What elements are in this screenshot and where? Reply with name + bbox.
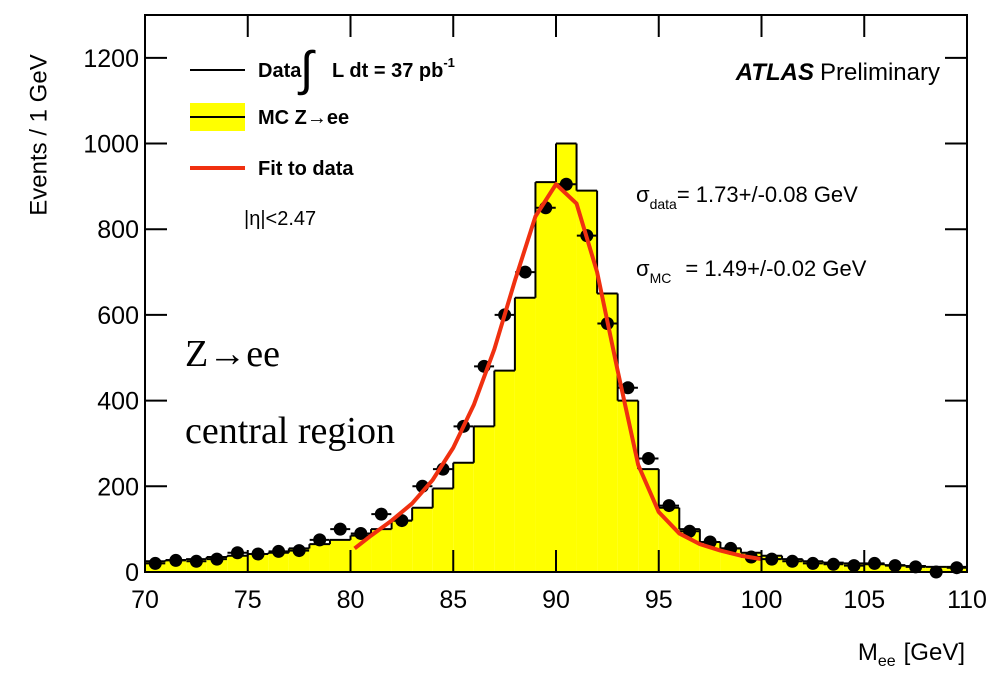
legend: Data ∫ L dt = 37 pb-1 MC Z→ee Fit to dat… <box>190 43 455 230</box>
data-point <box>559 177 573 191</box>
x-tick-label: 100 <box>741 586 783 614</box>
y-tick-label: 600 <box>97 302 139 330</box>
region-label: central region <box>185 410 395 452</box>
x-axis-title: Mee [GeV] <box>858 639 965 670</box>
preliminary: Preliminary <box>820 59 940 86</box>
y-tick-label: 0 <box>125 559 139 587</box>
data-point <box>354 526 368 540</box>
histogram-bar <box>576 190 598 572</box>
y-axis-title: Events / 1 GeV <box>25 54 52 215</box>
legend-label: Data <box>258 60 302 82</box>
histogram-bar <box>473 426 495 572</box>
histogram-bar <box>309 544 330 572</box>
histogram-bar <box>432 488 454 572</box>
sigma-symbol: σ <box>636 256 650 281</box>
histogram-bar <box>247 554 269 572</box>
sigma-sub: data <box>650 196 677 212</box>
experiment-label: ATLAS Preliminary <box>735 59 940 86</box>
data-point <box>909 560 923 574</box>
eta-cut: |η|<2.47 <box>244 208 316 230</box>
data-point <box>374 507 388 521</box>
sigma-mc: σMC = 1.49+/-0.02 GeV <box>636 256 867 286</box>
histogram-bar <box>597 293 618 572</box>
data-point <box>621 381 635 395</box>
sigma-sub: MC <box>650 270 672 286</box>
x-tick-label: 80 <box>337 586 365 614</box>
lumi-text: L dt = 37 pb <box>332 60 443 82</box>
data-point <box>230 546 244 560</box>
histogram-bar <box>391 520 413 572</box>
histogram-bar <box>350 535 372 572</box>
histogram-bar <box>556 143 577 573</box>
data-point <box>251 547 265 561</box>
data-point <box>950 561 964 575</box>
sigma-symbol: σ <box>636 182 650 207</box>
x-tick-label: 110 <box>947 586 987 614</box>
data-point <box>868 556 882 570</box>
data-point <box>395 514 409 528</box>
sigma-value: = 1.49+/-0.02 GeV <box>685 256 866 281</box>
legend-label: MC Z→ee <box>258 107 349 129</box>
histogram-bar <box>453 462 474 572</box>
y-tick-label: 1200 <box>83 45 139 73</box>
data-point <box>313 533 327 547</box>
x-tick-label: 95 <box>645 586 673 614</box>
x-title-main: M <box>858 639 878 666</box>
data-point <box>292 544 306 558</box>
x-tick-label: 70 <box>131 586 159 614</box>
histogram-bar <box>329 539 351 572</box>
x-tick-label: 75 <box>234 586 262 614</box>
data-point <box>641 451 655 465</box>
x-title-unit: [GeV] <box>904 639 965 666</box>
histogram-bar <box>371 529 392 572</box>
data-point <box>518 265 532 279</box>
y-tick-label: 1000 <box>83 131 139 159</box>
y-tick-label: 200 <box>97 473 139 501</box>
x-tick-label: 105 <box>843 586 885 614</box>
channel-label: Z→ee <box>185 333 280 375</box>
data-point <box>189 554 203 568</box>
luminosity: L dt = 37 pb-1 <box>332 55 455 82</box>
histogram-bar <box>227 555 248 572</box>
x-title-sub: ee <box>878 653 896 670</box>
data-point <box>806 556 820 570</box>
data-point <box>847 559 861 573</box>
data-point <box>662 499 676 513</box>
data-point <box>169 553 183 567</box>
histogram-bar <box>514 297 536 572</box>
x-tick-label: 85 <box>439 586 467 614</box>
data-point <box>333 522 347 536</box>
data-point <box>765 552 779 566</box>
histogram-bar <box>535 182 556 572</box>
legend-label: Fit to data <box>258 158 354 180</box>
integral-sign: ∫ <box>297 43 316 96</box>
x-tick-label: 90 <box>542 586 570 614</box>
sigma-value: = 1.73+/-0.08 GeV <box>677 182 858 207</box>
lumi-sup: -1 <box>443 55 455 70</box>
data-point <box>272 544 286 558</box>
sigma-data: σdata= 1.73+/-0.08 GeV <box>636 182 858 212</box>
histogram-bar <box>658 507 680 572</box>
data-point <box>785 554 799 568</box>
histogram-bar <box>412 507 433 572</box>
y-tick-label: 400 <box>97 388 139 416</box>
histogram-bar <box>494 370 515 572</box>
fit-curve <box>353 182 762 562</box>
data-point <box>148 556 162 570</box>
data-point <box>210 552 224 566</box>
data-point <box>683 524 697 538</box>
y-tick-label: 800 <box>97 216 139 244</box>
data-point <box>888 559 902 573</box>
atlas: ATLAS <box>735 59 814 86</box>
data-point <box>826 557 840 571</box>
histogram-bar <box>638 469 659 572</box>
plot-area <box>145 142 967 579</box>
histogram-bar <box>268 552 289 572</box>
